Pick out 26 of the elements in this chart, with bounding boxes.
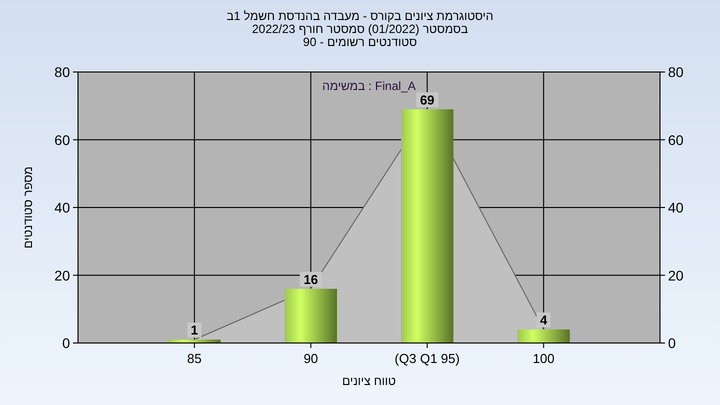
chart-subtitle: בסמסטר (01/2022) סמסטר חורף 2022/23 סטודנטים רשומים - 90 (252, 22, 468, 49)
x-tick-label: (Q3 Q1 95) (394, 351, 460, 366)
annotation: במשימה : Final_A (322, 79, 416, 93)
data-label: 1 (190, 322, 198, 338)
y-axis-title: מספר סטודנטים (21, 166, 35, 249)
x-axis-title: טווח ציונים (342, 374, 396, 388)
y-tick-label: 60 (54, 132, 70, 148)
y-tick-label: 40 (54, 200, 70, 216)
y2-tick-label: 80 (668, 64, 684, 80)
y-tick-label: 20 (54, 267, 70, 284)
bar (284, 288, 337, 343)
y2-tick-label: 60 (668, 132, 684, 148)
x-tick-label: 100 (532, 351, 554, 366)
bar (517, 329, 570, 343)
x-tick-label: 85 (187, 351, 202, 366)
x-tick-label: 90 (304, 351, 318, 366)
data-label: 69 (420, 92, 434, 108)
y2-tick-label: 0 (668, 335, 676, 351)
y-tick-label: 80 (54, 64, 70, 80)
y2-tick-label: 20 (668, 267, 684, 284)
bar (401, 109, 454, 343)
data-label: 16 (304, 272, 318, 287)
data-label: 4 (540, 312, 548, 328)
y-tick-label: 0 (62, 335, 70, 351)
y2-tick-label: 40 (668, 200, 684, 216)
chart-title: היסטוגרמת ציונים בקורס - מעבדה בהנדסת חשמל 1ב (226, 9, 494, 23)
